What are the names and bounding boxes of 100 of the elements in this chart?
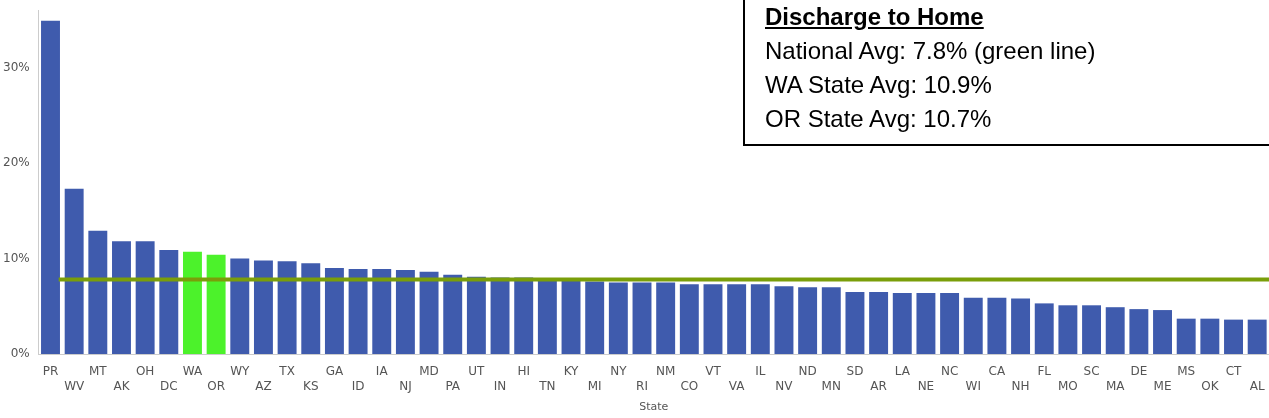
x-tick-label: AK: [113, 378, 131, 393]
x-tick-label: FL: [1037, 364, 1052, 379]
bar: [1247, 319, 1267, 354]
x-tick-label: MA: [1105, 378, 1126, 393]
bar: [1082, 305, 1102, 354]
bar: [324, 268, 344, 354]
x-tick-label: WI: [965, 378, 981, 393]
x-tick-label: LA: [894, 364, 911, 379]
bar: [916, 292, 936, 354]
annotation: OR State Avg: 10.7%: [765, 104, 993, 134]
bar: [466, 276, 486, 354]
x-tick-label: IA: [375, 364, 389, 379]
bar: [1011, 298, 1031, 354]
bar: [206, 254, 226, 354]
x-tick-label: WV: [64, 378, 85, 393]
x-tick-label: CO: [680, 378, 699, 393]
x-tick-label: GA: [325, 364, 344, 379]
bar: [1034, 303, 1054, 354]
x-tick-label: HI: [517, 364, 530, 379]
bar: [845, 291, 865, 354]
x-tick-label: AL: [1249, 378, 1265, 393]
bar: [632, 282, 652, 354]
x-tick-label: MN: [821, 378, 841, 393]
x-tick-label: PR: [42, 364, 59, 379]
bar: [277, 261, 297, 354]
x-tick-label: NY: [610, 364, 628, 379]
x-tick-label: MI: [587, 378, 602, 393]
bar: [253, 260, 273, 354]
x-tick-label: WA: [182, 364, 203, 379]
x-tick-label: DE: [1130, 364, 1148, 379]
bar: [869, 291, 889, 354]
bar: [703, 284, 723, 354]
x-tick-label: NE: [917, 378, 935, 393]
x-tick-label: AZ: [255, 378, 272, 393]
x-tick-label: VT: [705, 364, 722, 379]
bar: [41, 20, 60, 354]
bar: [940, 292, 960, 354]
x-tick-label: SC: [1083, 364, 1100, 379]
bar: [112, 241, 131, 354]
x-tick-label: SD: [846, 364, 864, 379]
bar: [750, 284, 770, 354]
x-tick-label: PA: [445, 378, 461, 393]
bar: [963, 297, 983, 354]
x-tick-label: ND: [798, 364, 817, 379]
bar: [561, 280, 581, 354]
bar: [135, 241, 155, 354]
x-tick-label: OK: [1201, 378, 1220, 393]
bar: [656, 282, 676, 354]
bar: [1200, 318, 1220, 354]
bar: [585, 281, 605, 354]
x-tick-label: DC: [159, 378, 178, 393]
bar: [1224, 319, 1243, 354]
bar: [1176, 318, 1196, 354]
x-tick-label: NJ: [399, 378, 412, 393]
x-tick-label: KY: [563, 364, 580, 379]
x-tick-label: UT: [468, 364, 486, 379]
y-tick-label: 10%: [3, 250, 30, 265]
y-tick-label: 30%: [3, 59, 30, 74]
annotation: Discharge to Home: [765, 2, 985, 32]
x-tick-label: CT: [1225, 364, 1243, 379]
x-tick-label: MD: [419, 364, 439, 379]
bar: [774, 286, 794, 354]
bar: [1153, 310, 1172, 354]
x-tick-label: NC: [940, 364, 959, 379]
x-tick-label: RI: [636, 378, 648, 393]
x-tick-label: TN: [538, 378, 556, 393]
x-tick-label: OR: [207, 378, 226, 393]
bar: [64, 188, 84, 354]
bar: [372, 269, 392, 354]
x-tick-label: ME: [1153, 378, 1172, 393]
bar: [301, 263, 321, 354]
x-tick-label: NM: [655, 364, 676, 379]
bar: [443, 274, 463, 354]
y-tick-label: 20%: [3, 155, 30, 170]
x-tick-label: AR: [870, 378, 887, 393]
x-tick-label: IL: [755, 364, 766, 379]
x-tick-label: NV: [775, 378, 794, 393]
x-tick-label: IN: [493, 378, 507, 393]
bar: [727, 284, 747, 354]
x-tick-label: CA: [988, 364, 1006, 379]
x-axis-title: State: [639, 400, 669, 414]
bar: [183, 251, 202, 354]
bar: [608, 282, 628, 354]
bar: [821, 287, 841, 354]
x-tick-label: WY: [230, 364, 251, 379]
bar: [419, 271, 439, 354]
x-tick-label: ID: [351, 378, 365, 393]
bar: [230, 258, 250, 354]
bar: [159, 249, 179, 354]
x-tick-label: VA: [728, 378, 746, 393]
bar: [798, 287, 818, 354]
bar: [1105, 307, 1125, 354]
x-tick-label: MS: [1177, 364, 1196, 379]
bar: [348, 269, 368, 354]
bar: [1058, 305, 1078, 354]
x-tick-label: OH: [135, 364, 155, 379]
bar: [1129, 309, 1149, 354]
y-tick-label: 0%: [10, 346, 30, 361]
bar: [395, 269, 415, 354]
x-tick-label: NH: [1011, 378, 1030, 393]
